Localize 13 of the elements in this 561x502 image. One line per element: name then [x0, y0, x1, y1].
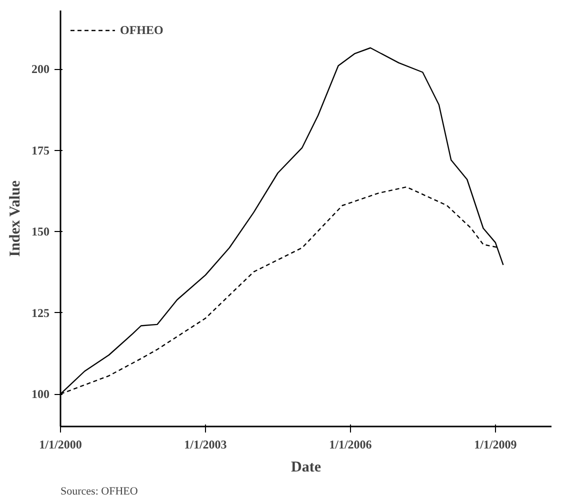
x-tick-label: 1/1/2009	[474, 438, 517, 452]
y-axis-title: Index Value	[8, 180, 24, 257]
source-note: Sources: OFHEO	[60, 486, 138, 498]
x-axis-title: Date	[291, 460, 322, 476]
y-tick-label: 200	[32, 62, 50, 76]
y-tick-label: 175	[32, 143, 50, 158]
y-tick-label: 150	[32, 224, 50, 238]
x-tick-label: 1/1/2006	[329, 438, 372, 452]
legend-label: OFHEO	[120, 22, 164, 38]
x-tick-label: 1/1/2000	[39, 438, 82, 452]
x-tick-label: 1/1/2003	[184, 438, 227, 452]
y-tick-label: 100	[32, 387, 50, 401]
y-tick-label: 125	[32, 306, 50, 320]
